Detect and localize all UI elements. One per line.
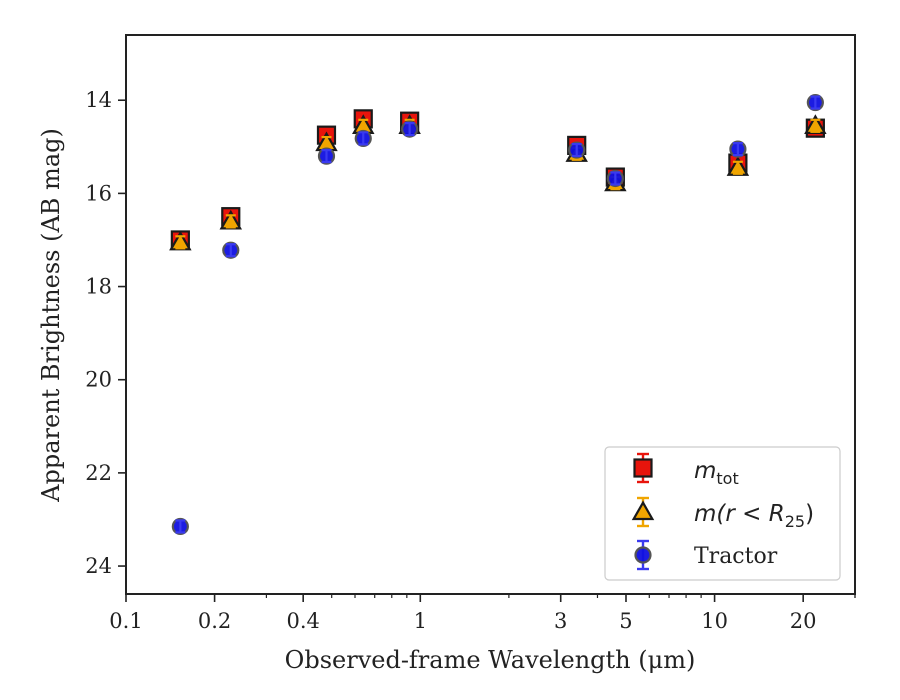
series-2-errorbar-7: [732, 142, 743, 157]
series-1-errorbar-0: [175, 235, 186, 250]
legend-handle-1-marker: [631, 500, 655, 521]
legend-label-mr25: m(r < R25): [694, 501, 814, 531]
series-2: [171, 93, 824, 536]
y-tick-label-5: 24: [85, 554, 112, 578]
legend-handle-0: [633, 452, 653, 484]
series-2-errorbar-6: [610, 171, 621, 186]
legend-handle-1: [631, 496, 655, 528]
legend-label-mtot: mtot: [694, 458, 739, 488]
x-tick-label-7: 20: [790, 609, 817, 633]
x-tick-label-5: 5: [619, 609, 632, 633]
y-axis-ticks: 14 16 18 20 22 24: [85, 88, 126, 578]
y-tick-label-1: 16: [85, 181, 112, 205]
series-2-errorbar-4: [404, 121, 415, 137]
legend-mr25-tail: ): [805, 501, 814, 527]
y-axis-label: Apparent Brightness (AB mag): [37, 128, 65, 503]
x-axis-label: Observed-frame Wavelength (μm): [285, 646, 696, 674]
y-tick-label-2: 18: [85, 275, 112, 299]
legend-mr25-main: m(r < R: [694, 501, 785, 527]
legend-handle-2: [634, 539, 652, 571]
data-marks: [169, 93, 827, 536]
x-tick-label-0: 0.1: [109, 609, 142, 633]
legend-handle-2-marker: [634, 546, 652, 564]
series-2-errorbar-5: [571, 142, 582, 158]
x-tick-label-3: 1: [414, 609, 427, 633]
legend-handle-0-marker: [633, 458, 653, 478]
series-2-errorbar-8: [810, 95, 821, 110]
series-2-errorbar-1: [225, 243, 236, 258]
x-tick-label-6: 10: [701, 609, 728, 633]
legend-mtot-main: m: [694, 458, 716, 484]
y-tick-label-3: 20: [85, 368, 112, 392]
series-1-errorbar-1: [225, 214, 236, 229]
legend-mr25-sub: 25: [785, 512, 805, 531]
series-2-errorbar-3: [358, 131, 369, 146]
y-tick-label-0: 14: [85, 88, 112, 112]
series-1-errorbar-8: [810, 118, 821, 133]
series-1-errorbar-7: [732, 160, 743, 175]
legend-mtot-sub: tot: [716, 469, 738, 488]
x-tick-label-2: 0.4: [286, 609, 319, 633]
x-tick-label-1: 0.2: [198, 609, 231, 633]
legend-handles: [631, 452, 655, 571]
x-axis-ticks: 0.1 0.2 0.4 1 3 5 10 20: [109, 594, 856, 633]
series-2-errorbar-0: [175, 519, 186, 534]
legend-label-tractor: Tractor: [694, 544, 778, 569]
series-2-errorbar-2: [321, 149, 332, 164]
x-tick-label-4: 3: [554, 609, 567, 633]
y-tick-label-4: 22: [85, 461, 112, 485]
legend: mtot m(r < R25) Tractor: [604, 446, 841, 581]
legend-box: [604, 446, 841, 581]
